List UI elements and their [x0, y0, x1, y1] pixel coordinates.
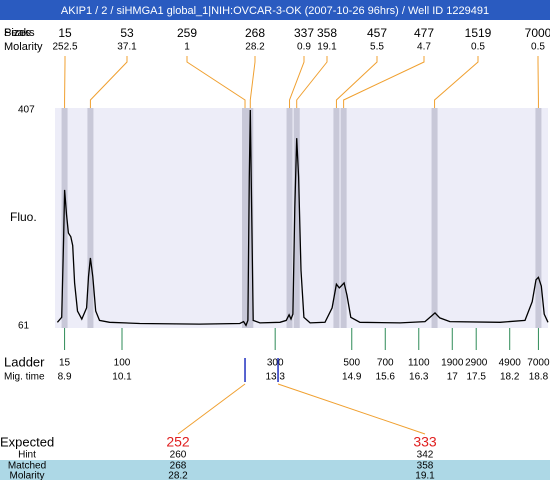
peak-size: 15	[58, 26, 72, 40]
y-tick-label: 61	[18, 321, 30, 332]
peak-molarity: 28.2	[245, 42, 265, 53]
ladder-size: 2900	[465, 358, 488, 369]
matched-value: 268	[170, 461, 187, 472]
peak-molarity: 0.5	[471, 42, 485, 53]
peaks-header: Peaks	[4, 27, 35, 39]
matched-value: 358	[417, 461, 434, 472]
ladder-size: 15	[59, 358, 71, 369]
ladder-size: 100	[114, 358, 131, 369]
ladder-size: 500	[343, 358, 360, 369]
ladder-size: 300	[267, 358, 284, 369]
plot-area	[55, 108, 548, 328]
title-bar	[0, 0, 550, 20]
peak-band	[333, 108, 340, 328]
molarity-value: 19.1	[415, 471, 435, 480]
peak-size: 358	[317, 26, 337, 40]
peak-connector	[343, 56, 425, 108]
expected-label: Expected	[0, 434, 54, 449]
peak-connector	[335, 56, 378, 108]
ladder-size: 4900	[499, 358, 522, 369]
peak-molarity: 4.7	[417, 42, 431, 53]
y-axis-label: Fluo.	[10, 210, 37, 224]
expected-connector	[177, 383, 246, 435]
peak-connector	[296, 56, 328, 108]
ladder-time: 14.9	[342, 372, 362, 383]
peak-band	[293, 108, 300, 328]
peak-band	[87, 108, 94, 328]
ladder-time: 18.2	[500, 372, 520, 383]
ladder-size: 1100	[408, 358, 430, 369]
peak-size: 53	[120, 26, 134, 40]
peak-size: 337	[294, 26, 314, 40]
ladder-time: 8.9	[58, 372, 72, 383]
ladder-time: 15.6	[376, 372, 396, 383]
molarity-label: Molarity	[9, 471, 44, 480]
molarity-header: Molarity	[4, 41, 43, 53]
hint-label: Hint	[18, 450, 36, 461]
ladder-time: 17	[447, 372, 459, 383]
peak-connector	[434, 56, 479, 108]
ladder-size: 700	[377, 358, 394, 369]
peak-band	[242, 108, 249, 328]
peak-band	[247, 108, 254, 328]
y-tick-label: 407	[18, 105, 35, 116]
peak-molarity: 0.5	[531, 42, 545, 53]
peak-molarity: 1	[184, 42, 190, 53]
ladder-time: 18.8	[529, 372, 549, 383]
peak-connector	[89, 56, 128, 108]
peak-size: 457	[367, 26, 387, 40]
peak-molarity: 0.9	[297, 42, 311, 53]
hint-value: 342	[417, 450, 434, 461]
peak-molarity: 37.1	[117, 42, 137, 53]
peak-size: 268	[245, 26, 265, 40]
sizes-header: Sizes	[4, 27, 31, 39]
matched-label: Matched	[8, 461, 46, 472]
peak-connector	[289, 56, 305, 108]
peak-molarity: 252.5	[52, 42, 77, 53]
expected-connector	[277, 383, 426, 435]
peak-connector	[249, 56, 256, 108]
peak-molarity: 5.5	[370, 42, 384, 53]
ladder-time: 10.1	[112, 372, 132, 383]
ladder-time: 17.5	[466, 372, 486, 383]
peak-band	[535, 108, 542, 328]
matched-band	[0, 460, 550, 480]
peak-size: 1519	[465, 26, 492, 40]
expected-value: 252	[166, 434, 190, 450]
peak-band	[286, 108, 293, 328]
peak-connector	[186, 56, 246, 108]
peak-size: 7000	[525, 26, 550, 40]
ladder-time: 16.3	[409, 372, 429, 383]
mig-time-label: Mig. time	[4, 372, 45, 383]
peak-size: 477	[414, 26, 434, 40]
peak-size: 259	[177, 26, 197, 40]
peak-band	[431, 108, 438, 328]
peak-band	[340, 108, 347, 328]
ladder-time: 13.3	[265, 372, 285, 383]
title: AKIP1 / 2 / siHMGA1 global_1|NIH:OVCAR-3…	[61, 5, 489, 17]
expected-value: 333	[413, 434, 437, 450]
molarity-value: 28.2	[168, 471, 188, 480]
peak-molarity: 19.1	[317, 42, 337, 53]
ladder-label: Ladder	[4, 354, 45, 369]
ladder-size: 1900	[441, 358, 464, 369]
trace	[56, 109, 549, 327]
ladder-size: 7000	[527, 358, 550, 369]
hint-value: 260	[170, 450, 187, 461]
